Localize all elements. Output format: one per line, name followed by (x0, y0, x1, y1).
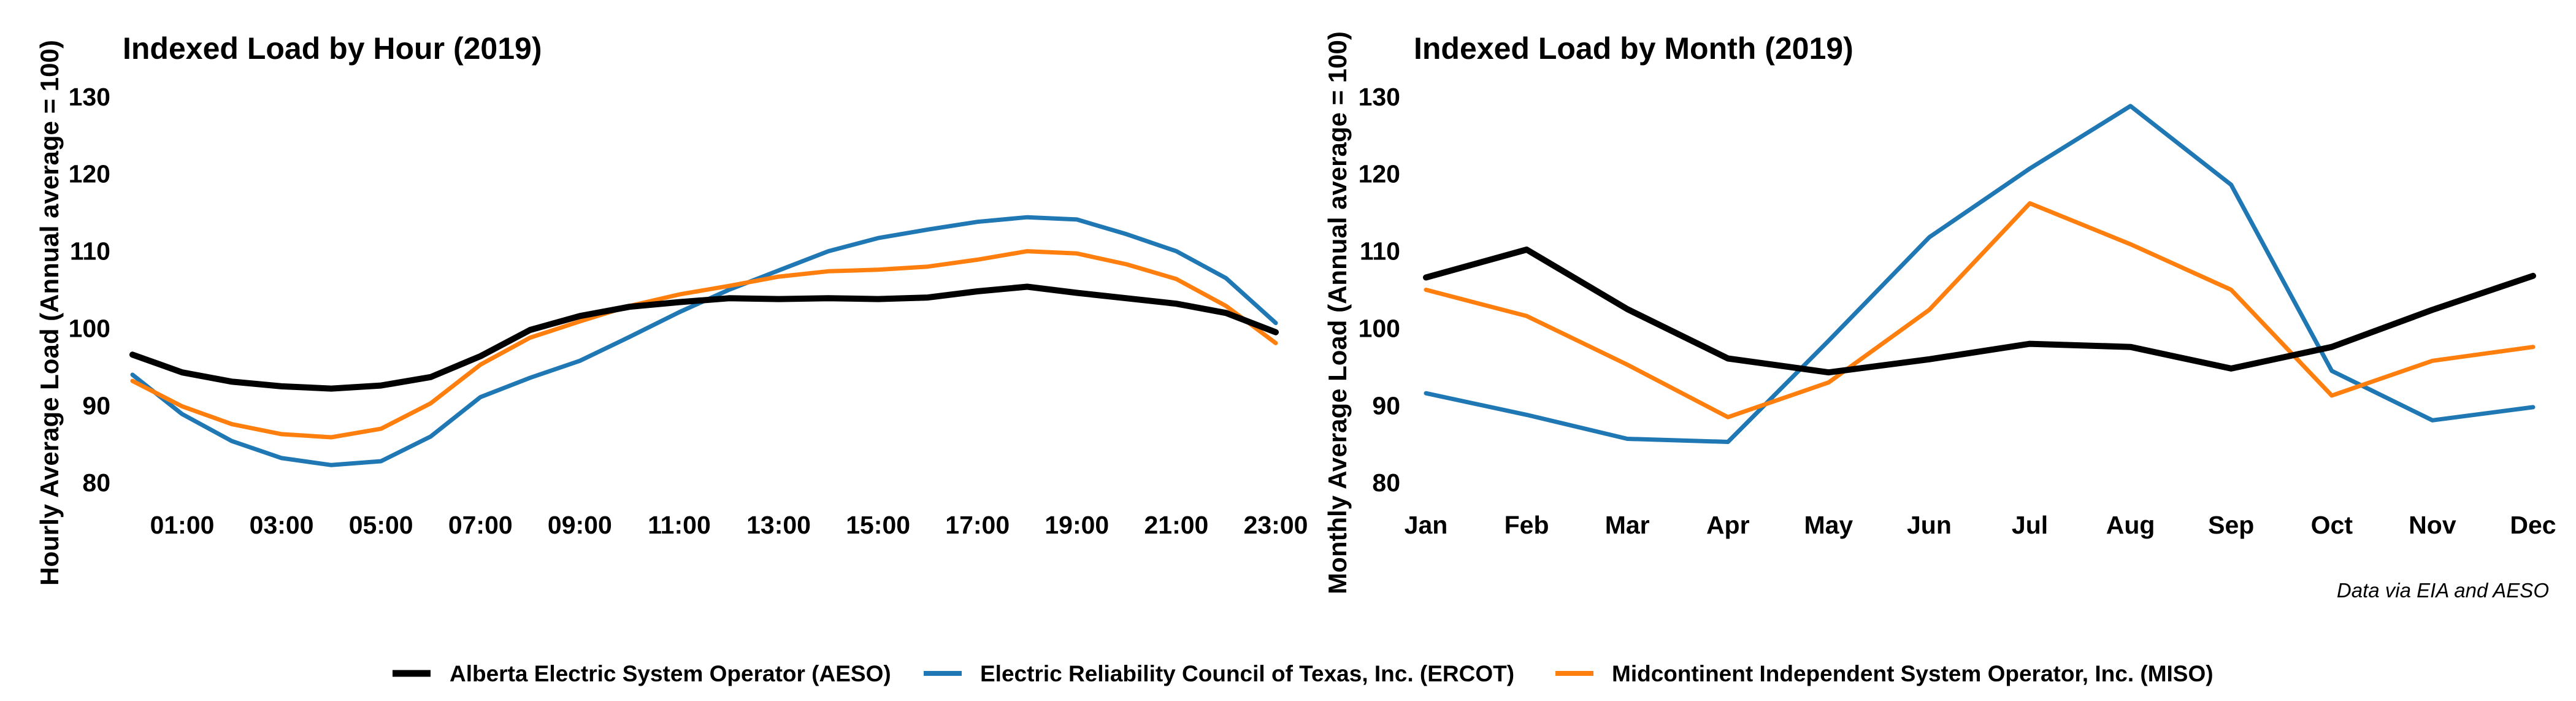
x-tick-label: Dec (2510, 511, 2556, 539)
series-line-ercot (130, 215, 1278, 467)
series-line-aeso (129, 283, 1279, 392)
x-tick-label: 01:00 (150, 511, 215, 539)
x-tick-label: 05:00 (349, 511, 413, 539)
y-tick-label: 100 (69, 314, 110, 342)
hourly-y-axis-label: Hourly Average Load (Annual average = 10… (35, 40, 64, 586)
x-tick-label: Mar (1605, 511, 1650, 539)
data-source-caption: Data via EIA and AESO (2337, 579, 2549, 602)
legend: Alberta Electric System Operator (AESO) E… (393, 661, 2214, 686)
monthly-x-ticks: Jan Feb Mar Apr May Jun Jul Aug Sep Oct Nov Dec (1405, 511, 2556, 539)
x-tick-label: 09:00 (548, 511, 612, 539)
x-tick-label: Oct (2311, 511, 2353, 539)
legend-label-aeso: Alberta Electric System Operator (AESO) (450, 661, 891, 686)
x-tick-label: 19:00 (1045, 511, 1109, 539)
monthly-series-lines (1423, 104, 2536, 444)
y-tick-label: 80 (82, 469, 110, 497)
y-tick-label: 110 (70, 237, 110, 266)
x-tick-label: Feb (1505, 511, 1549, 539)
y-tick-label: 100 (1359, 314, 1400, 342)
x-tick-label: 11:00 (648, 511, 711, 539)
y-tick-label: 120 (69, 160, 110, 188)
y-tick-label: 110 (1360, 237, 1400, 266)
x-tick-label: Aug (2106, 511, 2155, 539)
x-tick-label: 23:00 (1244, 511, 1308, 539)
x-tick-label: Nov (2409, 511, 2456, 539)
y-tick-label: 130 (69, 83, 110, 111)
y-tick-label: 120 (1359, 160, 1400, 188)
monthly-y-axis-label: Monthly Average Load (Annual average = 1… (1323, 31, 1352, 594)
y-tick-label: 90 (82, 391, 110, 419)
x-tick-label: 07:00 (448, 511, 513, 539)
hourly-x-ticks: 01:00 03:00 05:00 07:00 09:00 11:00 13:00 15:00… (150, 511, 1308, 539)
x-tick-label: 17:00 (945, 511, 1010, 539)
x-tick-label: May (1804, 511, 1853, 539)
monthly-chart-panel: Indexed Load by Month (2019) Monthly Ave… (1323, 31, 2556, 594)
x-tick-label: 15:00 (846, 511, 910, 539)
y-tick-label: 130 (1359, 83, 1400, 111)
x-tick-label: 21:00 (1144, 511, 1208, 539)
series-line-miso (130, 249, 1278, 440)
legend-label-ercot: Electric Reliability Council of Texas, I… (980, 661, 1514, 686)
x-tick-label: Apr (1706, 511, 1750, 539)
y-tick-label: 90 (1372, 391, 1400, 419)
x-tick-label: Sep (2208, 511, 2254, 539)
series-line-miso (1424, 201, 2536, 419)
monthly-chart-title: Indexed Load by Month (2019) (1414, 31, 1853, 66)
legend-label-miso: Midcontinent Independent System Operator… (1612, 661, 2214, 686)
x-tick-label: 13:00 (746, 511, 811, 539)
x-tick-label: Jun (1907, 511, 1952, 539)
x-tick-label: Jan (1405, 511, 1448, 539)
series-line-ercot (1424, 104, 2536, 444)
hourly-chart-title: Indexed Load by Hour (2019) (123, 31, 542, 66)
x-tick-label: Jul (2012, 511, 2048, 539)
hourly-y-ticks: 80 90 100 110 120 130 (69, 83, 110, 497)
series-line-aeso (1423, 247, 2536, 376)
hourly-series-lines (129, 215, 1279, 467)
monthly-y-ticks: 80 90 100 110 120 130 (1359, 83, 1400, 497)
y-tick-label: 80 (1372, 469, 1400, 497)
x-tick-label: 03:00 (250, 511, 314, 539)
hourly-chart-panel: Indexed Load by Hour (2019) Hourly Avera… (35, 31, 1308, 586)
